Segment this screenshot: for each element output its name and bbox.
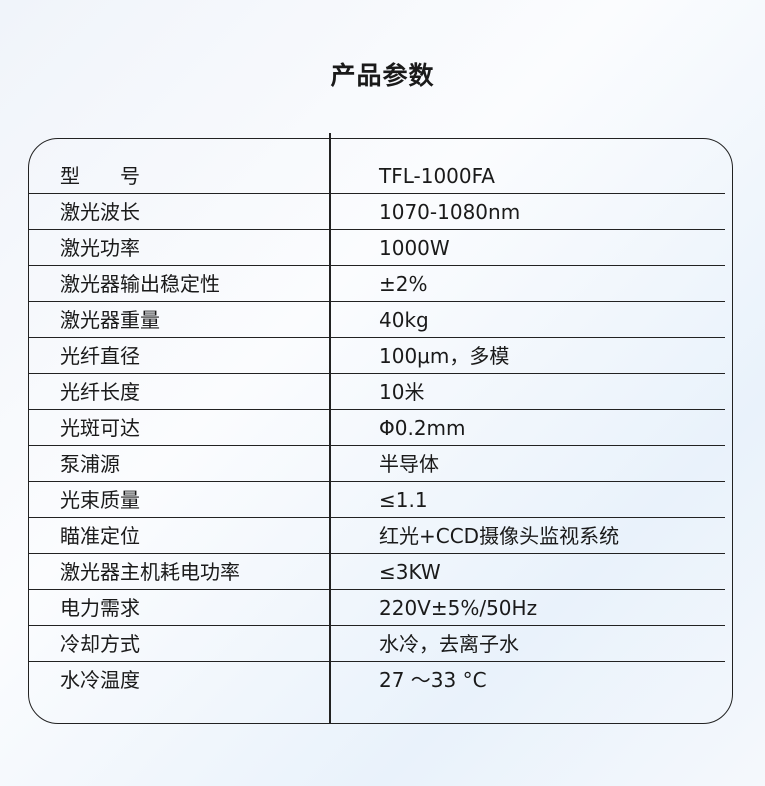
row-divider: [28, 516, 725, 518]
row-divider: [28, 192, 725, 194]
spec-table: [28, 138, 733, 724]
param-label: 泵浦源: [60, 452, 120, 476]
table-row: 激光器主机耗电功率 ≤3KW: [28, 554, 725, 590]
param-label: 水冷温度: [60, 668, 140, 692]
table-row: 激光器输出稳定性 ±2%: [28, 266, 725, 302]
param-label: 光斑可达: [60, 416, 140, 440]
param-value: 红光+CCD摄像头监视系统: [379, 524, 620, 548]
page-title: 产品参数: [330, 61, 435, 90]
param-label: 激光功率: [60, 236, 140, 260]
row-divider: [28, 480, 725, 482]
table-row: 光纤直径 100μm，多模: [28, 338, 725, 374]
param-value: ≤3KW: [379, 560, 441, 584]
param-label: 激光器主机耗电功率: [60, 560, 240, 584]
param-label: 激光器输出稳定性: [60, 272, 220, 296]
table-row: 电力需求 220V±5%/50Hz: [28, 590, 725, 626]
param-value: 1000W: [379, 236, 450, 260]
param-value: 1070-1080nm: [379, 200, 521, 224]
row-divider: [28, 408, 725, 410]
row-divider: [28, 660, 725, 662]
table-row: 冷却方式 水冷，去离子水: [28, 626, 725, 662]
param-value: 水冷，去离子水: [379, 632, 519, 656]
param-value: TFL-1000FA: [379, 164, 495, 188]
param-value: ≤1.1: [379, 488, 428, 512]
param-value: 100μm，多模: [379, 344, 510, 368]
param-value: 半导体: [379, 452, 439, 476]
table-row: 瞄准定位 红光+CCD摄像头监视系统: [28, 518, 725, 554]
row-divider: [28, 336, 725, 338]
row-divider: [28, 264, 725, 266]
table-row: 激光功率 1000W: [28, 230, 725, 266]
row-divider: [28, 552, 725, 554]
row-divider: [28, 588, 725, 590]
table-row: 型 号 TFL-1000FA: [28, 158, 725, 194]
param-label: 光纤直径: [60, 344, 140, 368]
table-row: 光束质量 ≤1.1: [28, 482, 725, 518]
param-label: 光纤长度: [60, 380, 140, 404]
row-divider: [28, 372, 725, 374]
param-value: 40kg: [379, 308, 429, 332]
table-row: 光斑可达 Φ0.2mm: [28, 410, 725, 446]
table-row: 光纤长度 10米: [28, 374, 725, 410]
param-label: 激光波长: [60, 200, 140, 224]
param-value: 27 ～33 °C: [379, 668, 487, 692]
param-label: 电力需求: [60, 596, 140, 620]
param-label: 冷却方式: [60, 632, 140, 656]
table-row: 泵浦源 半导体: [28, 446, 725, 482]
table-row: 激光波长 1070-1080nm: [28, 194, 725, 230]
param-label: 型 号: [60, 164, 140, 188]
row-divider: [28, 228, 725, 230]
param-label: 激光器重量: [60, 308, 160, 332]
param-label: 瞄准定位: [60, 524, 140, 548]
table-row: 激光器重量 40kg: [28, 302, 725, 338]
row-divider: [28, 444, 725, 446]
param-value: Φ0.2mm: [379, 416, 466, 440]
table-row: 水冷温度 27 ～33 °C: [28, 662, 725, 698]
param-value: 10米: [379, 380, 425, 404]
row-divider: [28, 300, 725, 302]
param-value: ±2%: [379, 272, 428, 296]
row-divider: [28, 624, 725, 626]
column-divider: [329, 133, 331, 724]
param-label: 光束质量: [60, 488, 140, 512]
param-value: 220V±5%/50Hz: [379, 596, 538, 620]
